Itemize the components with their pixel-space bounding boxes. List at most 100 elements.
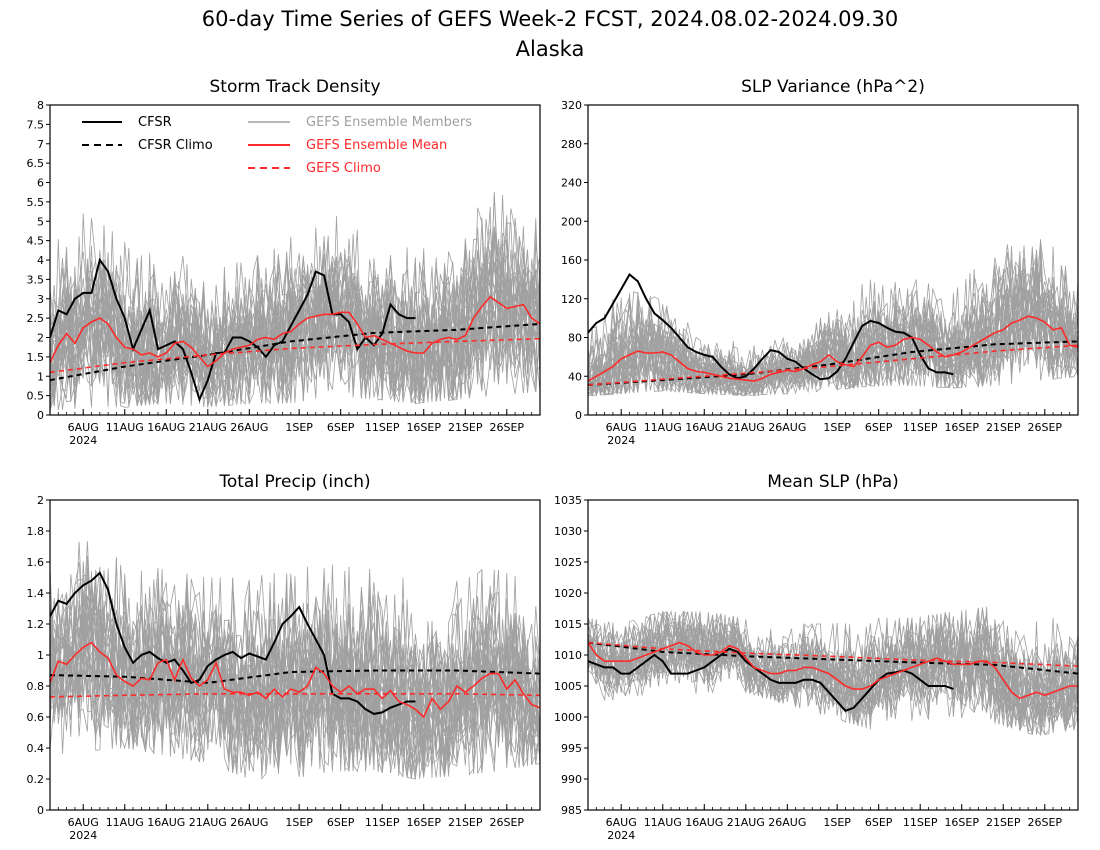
ensemble-member-line: [588, 251, 1078, 396]
y-tick-label: 1: [37, 370, 44, 383]
x-tick-label: 21AUG: [727, 421, 765, 434]
x-tick-label: 6SEP: [865, 816, 893, 829]
plot-area: [588, 239, 1078, 397]
series-ens-mean: [50, 641, 540, 719]
series-cfsr-climo: [50, 669, 540, 684]
ensemble-member-line: [588, 244, 1078, 396]
x-tick-label: 26SEP: [1027, 816, 1062, 829]
x-tick-label: 16AUG: [147, 816, 185, 829]
x-tick-label: 21SEP: [986, 421, 1021, 434]
y-tick-label: 6: [37, 177, 44, 190]
y-tick-label: 985: [561, 804, 582, 817]
series-ens-mean: [588, 641, 1078, 700]
x-tick-label: 16SEP: [406, 816, 441, 829]
y-tick-label: 1.6: [27, 556, 45, 569]
x-tick-label: 21AUG: [727, 816, 765, 829]
ensemble-member-line: [588, 606, 1078, 714]
x-tick-label: 11AUG: [106, 421, 144, 434]
panel-slp-variance: SLP Variance (hPa^2) 0 40 80 120 160 200 240 280…: [561, 77, 1079, 447]
y-tick-label: 0: [37, 804, 44, 817]
x-tick-label: 1SEP: [823, 421, 851, 434]
y-tick-label: 2: [37, 332, 44, 345]
y-tick-label: 0.2: [27, 773, 45, 786]
x-tick-label: 16AUG: [147, 421, 185, 434]
y-tick-label: 1.4: [27, 587, 45, 600]
ensemble-member-line: [50, 191, 540, 408]
x-tick-label: 1SEP: [823, 816, 851, 829]
x-tick-label: 26AUG: [230, 421, 268, 434]
series-gefs-climo: [588, 344, 1078, 386]
series-cfsr: [50, 571, 416, 715]
y-tick-label: 320: [561, 99, 582, 112]
legend-label-members: GEFS Ensemble Members: [306, 115, 472, 130]
ensemble-member-line: [588, 610, 1078, 735]
ensemble-member-line: [588, 610, 1078, 724]
x-tick-label: 6AUG: [68, 421, 99, 434]
series-gefs-climo: [50, 693, 540, 698]
panel-title: SLP Variance (hPa^2): [741, 77, 925, 97]
y-tick-label: 280: [561, 138, 582, 151]
ensemble-member-line: [50, 568, 540, 780]
x-tick-sublabel: 2024: [69, 434, 97, 447]
x-tick-label: 11SEP: [903, 816, 938, 829]
y-tick-label: 3.5: [27, 273, 45, 286]
ensemble-member-line: [588, 613, 1078, 729]
legend: CFSR CFSR Climo GEFS Ensemble Members GE…: [82, 115, 472, 176]
ensemble-member-line: [50, 235, 540, 409]
x-tick-label: 26AUG: [768, 816, 806, 829]
y-tick-label: 1010: [554, 649, 582, 662]
x-tick-label: 21AUG: [189, 816, 227, 829]
series-cfsr-climo: [50, 322, 540, 382]
series-cfsr: [50, 257, 416, 403]
panel-total-precip: Total Precip (inch) 0 0.2 0.4 0.6 0.8 1 1.2 1.4 1…: [27, 472, 541, 842]
plot-area: [50, 541, 540, 780]
x-tick-label: 21AUG: [189, 421, 227, 434]
y-tick-label: 1000: [554, 711, 582, 724]
series-cfsr: [588, 272, 954, 381]
ensemble-member-line: [588, 240, 1078, 396]
x-tick-label: 11AUG: [644, 816, 682, 829]
y-tick-label: 1030: [554, 525, 582, 538]
y-tick-label: 0: [37, 409, 44, 422]
y-tick-label: 0.5: [27, 390, 45, 403]
y-tick-label: 990: [561, 773, 582, 786]
y-tick-label: 240: [561, 177, 582, 190]
y-tick-label: 1025: [554, 556, 582, 569]
y-tick-label: 4: [37, 254, 44, 267]
legend-label-cfsr: CFSR: [138, 115, 172, 130]
y-tick-label: 0.4: [27, 742, 45, 755]
ensemble-member-line: [50, 218, 540, 404]
x-tick-label: 11SEP: [365, 816, 400, 829]
y-tick-label: 4.5: [27, 235, 45, 248]
panel-storm-track-density: Storm Track Density 0 0.5 1 1.5 2 2.5 3 3.5 4 4.5 5…: [27, 77, 541, 447]
x-tick-label: 26SEP: [1027, 421, 1062, 434]
ensemble-member-line: [50, 566, 540, 778]
y-tick-label: 160: [561, 254, 582, 267]
x-tick-label: 16AUG: [685, 421, 723, 434]
x-tick-label: 11AUG: [644, 421, 682, 434]
x-tick-label: 21SEP: [448, 421, 483, 434]
x-tick-label: 21SEP: [986, 816, 1021, 829]
x-tick-label: 6AUG: [68, 816, 99, 829]
legend-label-gefs-climo: GEFS Climo: [306, 161, 381, 176]
y-tick-label: 200: [561, 215, 582, 228]
x-tick-label: 26SEP: [489, 816, 524, 829]
ensemble-member-line: [50, 557, 540, 778]
x-tick-label: 26AUG: [768, 421, 806, 434]
y-tick-label: 5: [37, 215, 44, 228]
y-tick-label: 1020: [554, 587, 582, 600]
x-tick-label: 6SEP: [865, 421, 893, 434]
x-tick-sublabel: 2024: [69, 829, 97, 842]
x-tick-label: 21SEP: [448, 816, 483, 829]
series-cfsr-climo: [588, 641, 1078, 675]
y-tick-label: 5.5: [27, 196, 45, 209]
y-tick-label: 0.6: [27, 711, 45, 724]
y-tick-label: 1.5: [27, 351, 45, 364]
x-tick-label: 16SEP: [944, 421, 979, 434]
panel-title: Total Precip (inch): [218, 472, 370, 492]
ensemble-member-line: [50, 562, 540, 744]
x-tick-label: 26AUG: [230, 816, 268, 829]
legend-label-ens-mean: GEFS Ensemble Mean: [306, 138, 447, 153]
y-tick-label: 1015: [554, 618, 582, 631]
